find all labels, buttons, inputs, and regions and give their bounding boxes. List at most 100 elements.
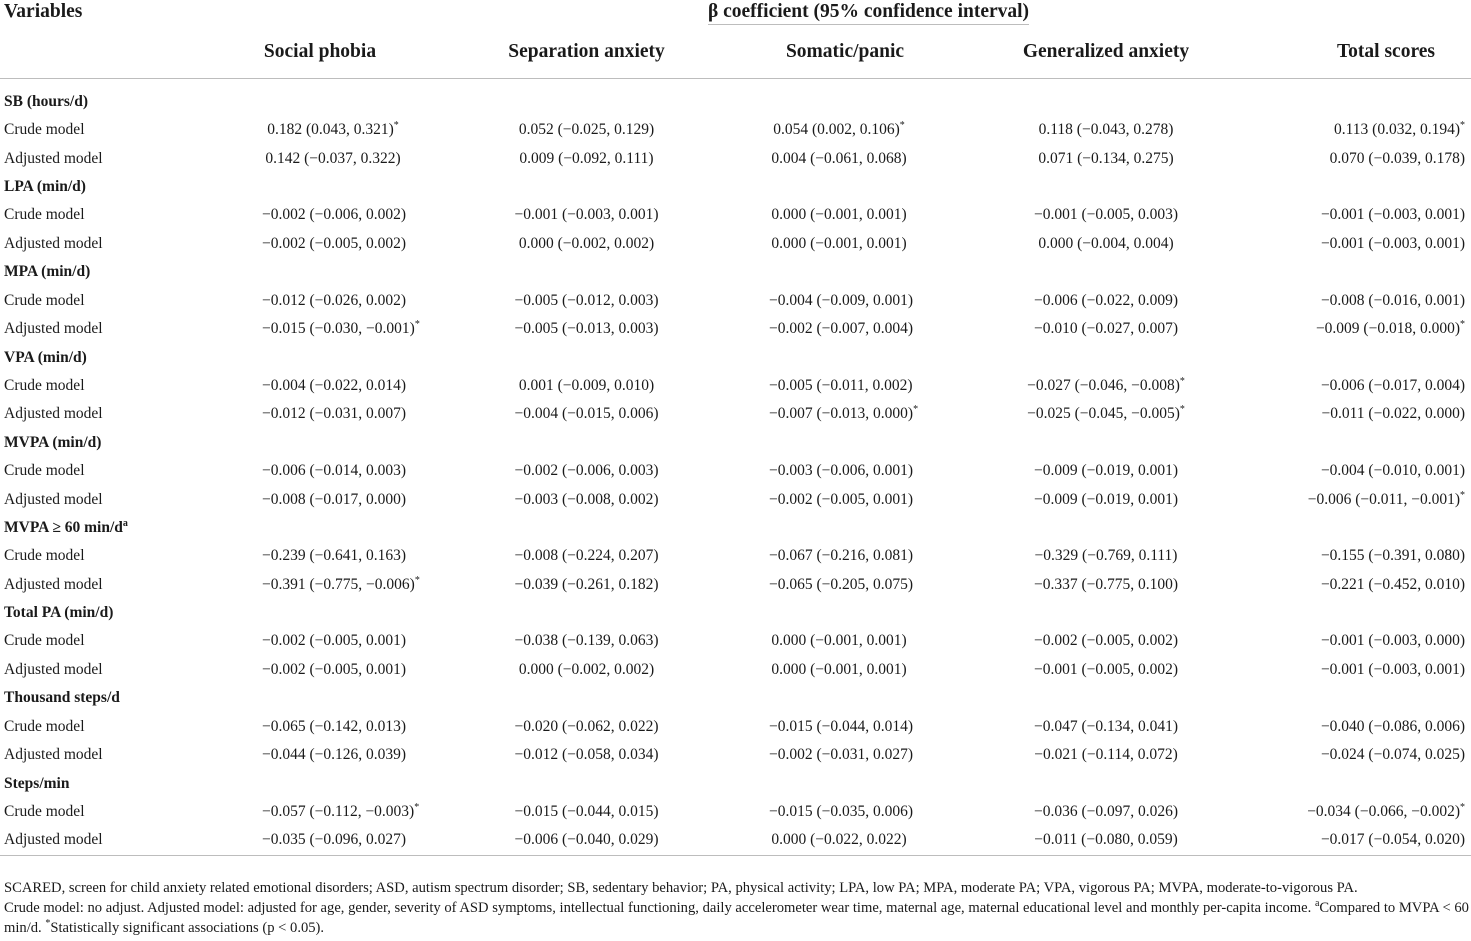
value-cell: −0.001 (−0.005, 0.002) <box>921 656 1291 685</box>
significance-marker: * <box>899 120 905 132</box>
value-cell: −0.012 (−0.031, 0.007) <box>236 400 406 429</box>
cell-value: 0.009 (−0.092, 0.111) <box>519 149 654 167</box>
value-cell: −0.004 (−0.022, 0.014) <box>236 372 407 401</box>
group-row: Total PA (min/d) <box>0 599 1471 627</box>
cell-value: −0.005 (−0.011, 0.002) <box>769 376 913 394</box>
table-row: Crude model 0.182 (0.043, 0.321)* 0.052 (−… <box>0 116 1471 145</box>
value-cell: −0.001 (−0.003, 0.001) <box>404 201 769 230</box>
row-label: Adjusted model <box>4 320 103 338</box>
cell-value: 0.113 (0.032, 0.194) <box>1334 121 1460 139</box>
group-row: SB (hours/d) <box>0 88 1471 116</box>
group-label-superscript: a <box>122 517 128 529</box>
cell-value: −0.002 (−0.005, 0.001) <box>262 661 407 679</box>
row-label: Crude model <box>4 376 85 394</box>
cell-value: 0.000 (−0.001, 0.001) <box>771 206 907 224</box>
cell-value: −0.005 (−0.012, 0.003) <box>514 291 659 309</box>
cell-value: −0.047 (−0.134, 0.041) <box>1033 717 1179 735</box>
cell-value: −0.009 (−0.019, 0.001) <box>1033 490 1179 508</box>
cell-value: −0.044 (−0.126, 0.039) <box>262 746 407 764</box>
value-cell: −0.027 (−0.046, −0.008)* <box>921 372 1291 401</box>
value-cell: −0.001 (−0.003, 0.001) <box>1291 230 1471 259</box>
value-cell: 0.009 (−0.092, 0.111) <box>404 145 769 174</box>
table-body: SB (hours/d) Crude model 0.182 (0.043, 0.3… <box>0 88 1471 856</box>
value-cell: −0.003 (−0.008, 0.002) <box>404 485 769 514</box>
cell-value: −0.025 (−0.045, −0.005) <box>1027 405 1180 423</box>
cell-value: −0.024 (−0.074, 0.025) <box>1320 746 1465 764</box>
cell-value: −0.004 (−0.022, 0.014) <box>262 376 407 394</box>
row-label: Crude model <box>4 802 85 820</box>
cell-value: −0.015 (−0.035, 0.006) <box>769 802 914 820</box>
cell-value: −0.021 (−0.114, 0.072) <box>1034 746 1178 764</box>
coefficient-span-label: β coefficient (95% confidence interval) <box>707 0 1030 25</box>
value-cell: −0.009 (−0.019, 0.001) <box>921 485 1291 514</box>
value-cell: −0.002 (−0.005, 0.002) <box>921 627 1291 656</box>
cell-value: −0.015 (−0.044, 0.014) <box>769 717 914 735</box>
cell-value: 0.000 (−0.001, 0.001) <box>771 661 907 679</box>
group-label: Thousand steps/d <box>4 689 120 707</box>
row-label: Crude model <box>4 717 85 735</box>
table-row: Crude model −0.006 (−0.014, 0.003) −0.002 … <box>0 457 1471 486</box>
value-cell: −0.002 (−0.005, 0.001) <box>236 627 407 656</box>
value-cell: 0.000 (−0.002, 0.002) <box>404 656 769 685</box>
value-cell: −0.067 (−0.216, 0.081) <box>769 542 921 571</box>
cell-value: −0.057 (−0.112, −0.003) <box>262 802 415 820</box>
value-cell: −0.008 (−0.224, 0.207) <box>404 542 769 571</box>
group-label-cell: VPA (min/d) <box>0 344 1471 372</box>
value-cell: 0.070 (−0.039, 0.178) <box>1291 145 1471 174</box>
value-cell: 0.052 (−0.025, 0.129) <box>404 116 769 145</box>
cell-value: −0.006 (−0.014, 0.003) <box>262 462 407 480</box>
cell-value: −0.006 (−0.017, 0.004) <box>1320 376 1465 394</box>
cell-value: −0.002 (−0.005, 0.001) <box>769 490 914 508</box>
table-row: Adjusted model −0.035 (−0.096, 0.027) −0.0… <box>0 826 1471 856</box>
value-cell: −0.004 (−0.010, 0.001) <box>1291 457 1471 486</box>
group-label: Steps/min <box>4 774 70 792</box>
cell-value: −0.002 (−0.005, 0.002) <box>1033 632 1179 650</box>
significance-marker: * <box>414 574 420 586</box>
cell-value: −0.008 (−0.016, 0.001) <box>1320 291 1465 309</box>
cell-value: 0.142 (−0.037, 0.322) <box>265 149 401 167</box>
group-label: MVPA (min/d) <box>4 433 102 451</box>
cell-value: −0.012 (−0.058, 0.034) <box>514 746 659 764</box>
value-cell: −0.003 (−0.006, 0.001) <box>769 457 921 486</box>
cell-value: −0.004 (−0.009, 0.001) <box>769 291 914 309</box>
value-cell: 0.000 (−0.001, 0.001) <box>769 627 921 656</box>
value-cell: −0.015 (−0.044, 0.015) <box>404 798 769 827</box>
cell-value: 0.070 (−0.039, 0.178) <box>1329 149 1465 167</box>
cell-value: −0.002 (−0.005, 0.001) <box>262 632 407 650</box>
table-row: Adjusted model −0.008 (−0.017, 0.000) −0.0… <box>0 485 1471 514</box>
value-cell: −0.006 (−0.022, 0.009) <box>921 286 1291 315</box>
cell-value: 0.000 (−0.022, 0.022) <box>771 831 907 849</box>
cell-value: −0.005 (−0.013, 0.003) <box>514 320 659 338</box>
value-cell: −0.038 (−0.139, 0.063) <box>404 627 769 656</box>
cell-value: −0.040 (−0.086, 0.006) <box>1320 717 1465 735</box>
cell-value: −0.015 (−0.030, −0.001) <box>262 320 415 338</box>
cell-value: −0.038 (−0.139, 0.063) <box>514 632 659 650</box>
value-cell: −0.040 (−0.086, 0.006) <box>1291 712 1471 741</box>
value-cell: 0.001 (−0.009, 0.010) <box>404 372 769 401</box>
note-star-text: Statistically significant associations (… <box>50 920 325 936</box>
empty-header-cell <box>0 25 236 79</box>
row-label: Crude model <box>4 547 85 565</box>
row-label: Adjusted model <box>4 149 103 167</box>
cell-value: −0.004 (−0.010, 0.001) <box>1320 462 1465 480</box>
value-cell: −0.001 (−0.003, 0.001) <box>1291 201 1471 230</box>
column-header-separation-anxiety: Separation anxiety <box>508 40 665 62</box>
note-star-mark: * <box>45 918 51 930</box>
value-cell: −0.057 (−0.112, −0.003)* <box>236 798 419 827</box>
value-cell: −0.007 (−0.013, 0.000)* <box>769 400 921 429</box>
cell-value: 0.000 (−0.002, 0.002) <box>518 661 655 679</box>
table-row: Adjusted model −0.002 (−0.005, 0.001) 0.00… <box>0 656 1471 685</box>
value-cell: −0.025 (−0.045, −0.005)* <box>921 400 1291 429</box>
cell-value: −0.010 (−0.027, 0.007) <box>1033 320 1179 338</box>
value-cell: −0.011 (−0.080, 0.059) <box>921 826 1291 856</box>
group-label: Total PA (min/d) <box>4 604 114 622</box>
cell-value: −0.002 (−0.005, 0.002) <box>262 235 407 253</box>
significance-marker: * <box>1460 801 1465 813</box>
group-row: MPA (min/d) <box>0 258 1471 286</box>
value-cell: −0.034 (−0.066, −0.002)* <box>1291 798 1471 827</box>
note-a-text-cont: min/d. <box>4 920 42 936</box>
row-label: Crude model <box>4 462 85 480</box>
value-cell: −0.035 (−0.096, 0.027) <box>236 826 406 856</box>
cell-value: −0.001 (−0.005, 0.003) <box>1033 206 1179 224</box>
column-header-somatic-panic: Somatic/panic <box>785 40 905 62</box>
